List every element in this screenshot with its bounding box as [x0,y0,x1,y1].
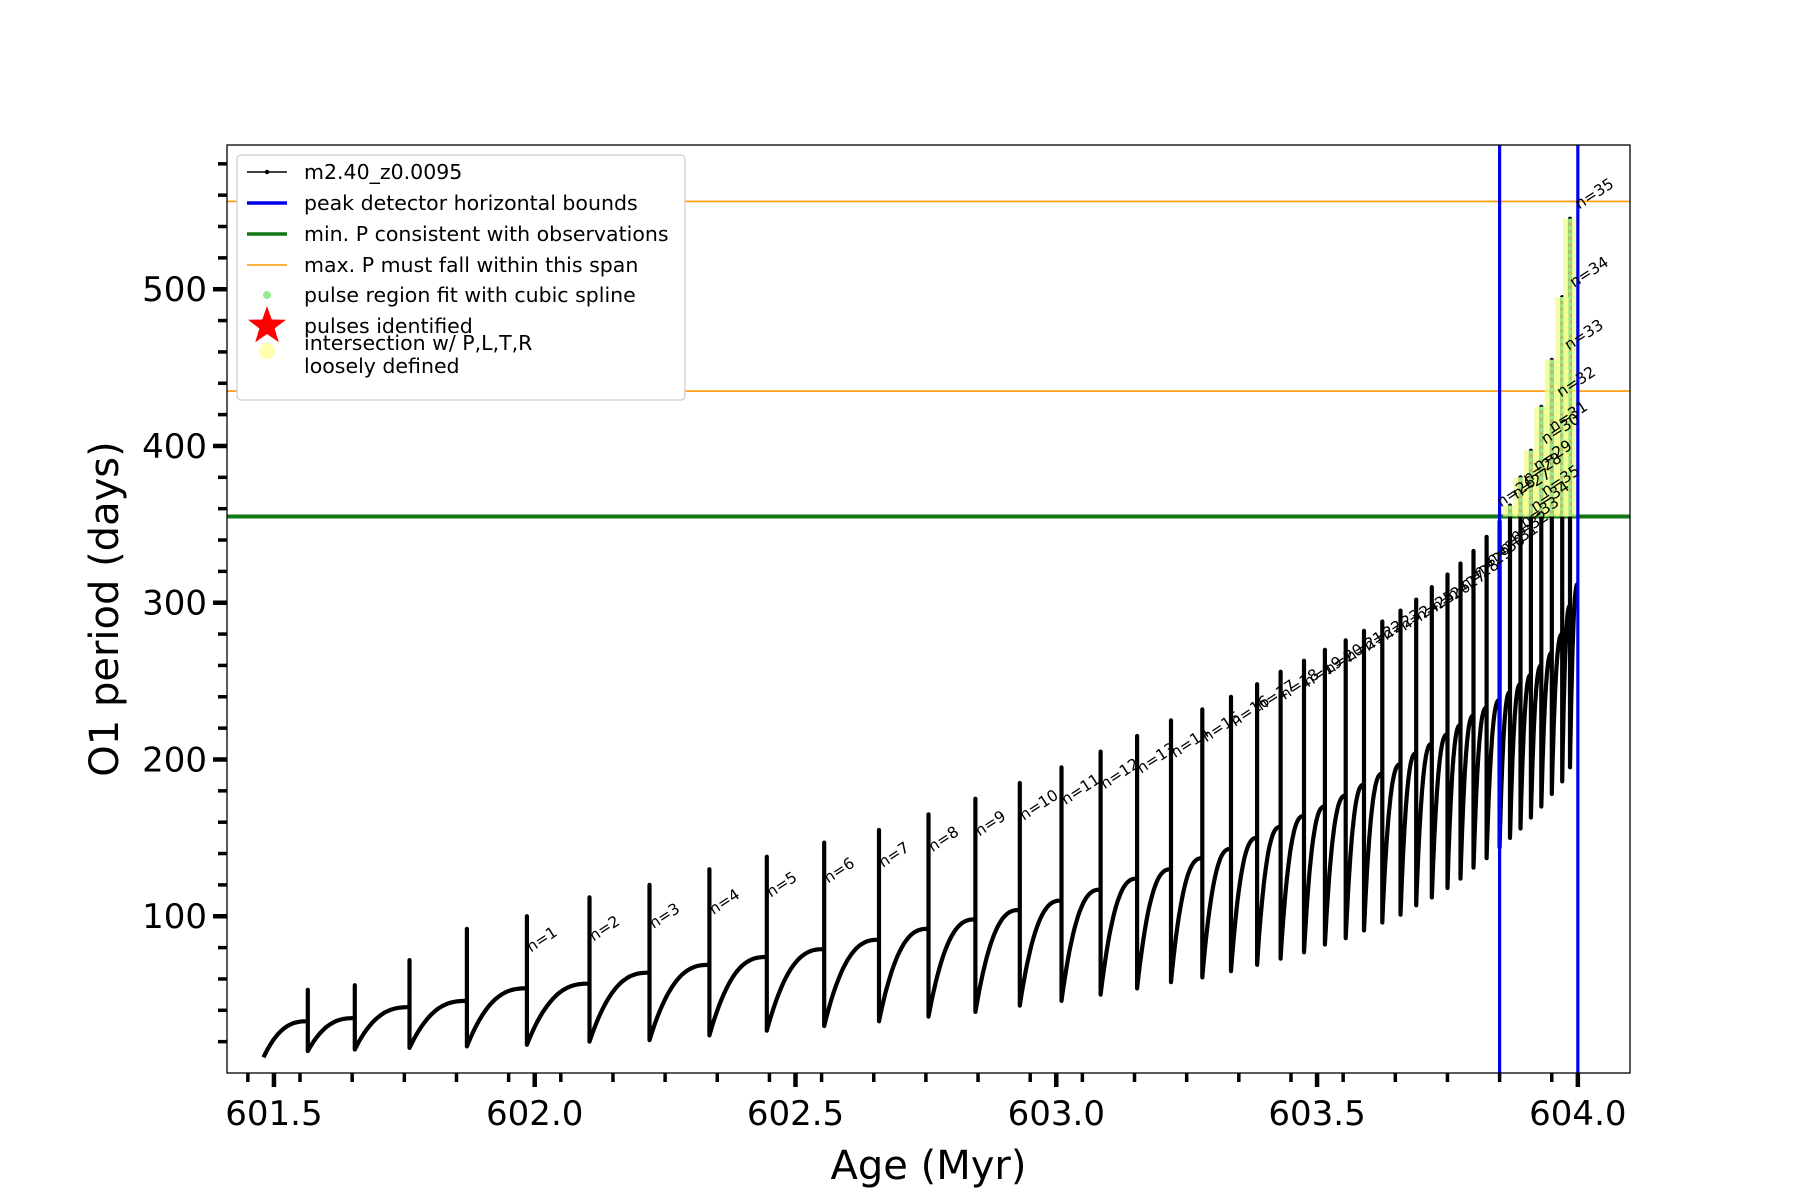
plot-frame [226,144,1631,1074]
y-tick-label: 500 [142,270,207,310]
y-ticks-layer: 100 200 300 400 500 [142,162,227,1044]
legend-label: intersection w/ P,L,T,R [304,331,532,355]
legend-label: min. P consistent with observations [304,222,669,246]
legend-label: peak detector horizontal bounds [304,191,638,215]
legend-label: m2.40_z0.0095 [304,160,462,185]
legend-handle-circle [259,343,275,359]
y-tick-label: 300 [142,584,207,624]
loosely-defined-region [1503,505,1518,517]
x-tick-label: 603.5 [1268,1094,1365,1134]
legend-handle-dot [263,291,271,299]
x-axis-label: Age (Myr) [831,1143,1027,1189]
x-tick-label: 602.0 [486,1094,583,1134]
y-tick-label: 200 [142,740,207,780]
x-tick-label: 603.0 [1008,1094,1105,1134]
vertical-lines-layer [1498,145,1580,1073]
legend-label: pulse region fit with cubic spline [304,283,636,307]
legend-label: max. P must fall within this span [304,253,638,277]
x-tick-label: 604.0 [1529,1094,1626,1134]
y-axis-label: O1 period (days) [82,441,128,776]
series-layer [261,216,1580,1059]
legend-handle-dot [264,169,270,175]
series-line-main [261,216,1580,1059]
x-ticks-layer: 601.5 602.0 602.5 603.0 603.5 604.0 [225,1073,1627,1134]
legend-box [236,154,686,401]
x-tick-label: 601.5 [225,1094,322,1134]
highlight-layer [1503,218,1578,517]
y-tick-label: 100 [142,897,207,937]
legend-label: loosely defined [304,354,460,378]
legend-label: pulses identified [304,314,473,338]
legend-handle-star-icon [248,306,286,343]
x-tick-label: 602.5 [747,1094,844,1134]
y-tick-label: 400 [142,427,207,467]
